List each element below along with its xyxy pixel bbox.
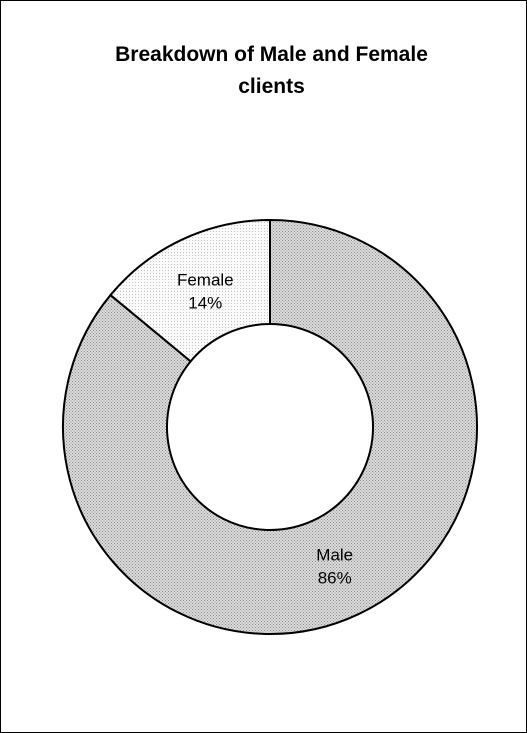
slice-label-female: Female [177,270,234,289]
slice-male [62,218,478,635]
slice-female [109,218,271,363]
slice-value-female: 14% [188,293,222,312]
chart-title: Breakdown of Male and Female clients [115,43,428,98]
slice-label-male: Male [316,546,353,565]
slice-value-male: 86% [318,569,352,588]
